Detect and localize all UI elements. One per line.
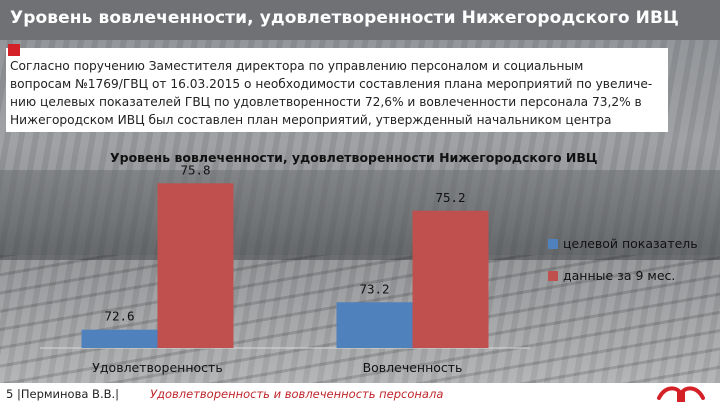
legend-swatch	[548, 239, 558, 249]
category-label: Вовлеченность	[363, 360, 463, 375]
data-label: 75.2	[435, 190, 465, 205]
footer-caption: Удовлетворенность и вовлеченность персон…	[150, 387, 444, 401]
header-bar: Уровень вовлеченности, удовлетворенности…	[0, 0, 720, 40]
chart-title: Уровень вовлеченности, удовлетворенности…	[110, 150, 598, 165]
page-title: Уровень вовлеченности, удовлетворенности…	[10, 8, 679, 28]
intro-textbox	[6, 48, 668, 132]
bar-target	[81, 329, 158, 348]
bar-actual	[157, 183, 234, 348]
data-label: 73.2	[359, 281, 389, 296]
intro-paragraph: Согласно поручению Заместителя директора…	[10, 57, 670, 129]
intro-line: нию целевых показателей ГВЦ по удовлетво…	[10, 95, 642, 109]
background-train	[0, 170, 720, 260]
data-label: 72.6	[104, 309, 134, 324]
legend-label: целевой показатель	[563, 236, 698, 251]
bar-actual	[412, 210, 489, 348]
legend-label: данные за 9 мес.	[563, 268, 675, 283]
accent-square	[8, 44, 20, 56]
intro-line: Нижегородском ИВЦ был составлен план мер…	[10, 113, 612, 127]
data-label: 75.8	[180, 162, 210, 177]
category-label: Удовлетворенность	[92, 360, 222, 375]
intro-line: Согласно поручению Заместителя директора…	[10, 59, 584, 73]
intro-line: вопросам №1769/ГВЦ от 16.03.2015 о необх…	[10, 77, 653, 91]
rzd-logo-icon	[657, 386, 705, 402]
footer-page-label: 5 |Перминова В.В.|	[6, 387, 120, 401]
bar-target	[336, 302, 413, 348]
footer-bar	[0, 383, 720, 405]
legend-swatch	[548, 271, 558, 281]
